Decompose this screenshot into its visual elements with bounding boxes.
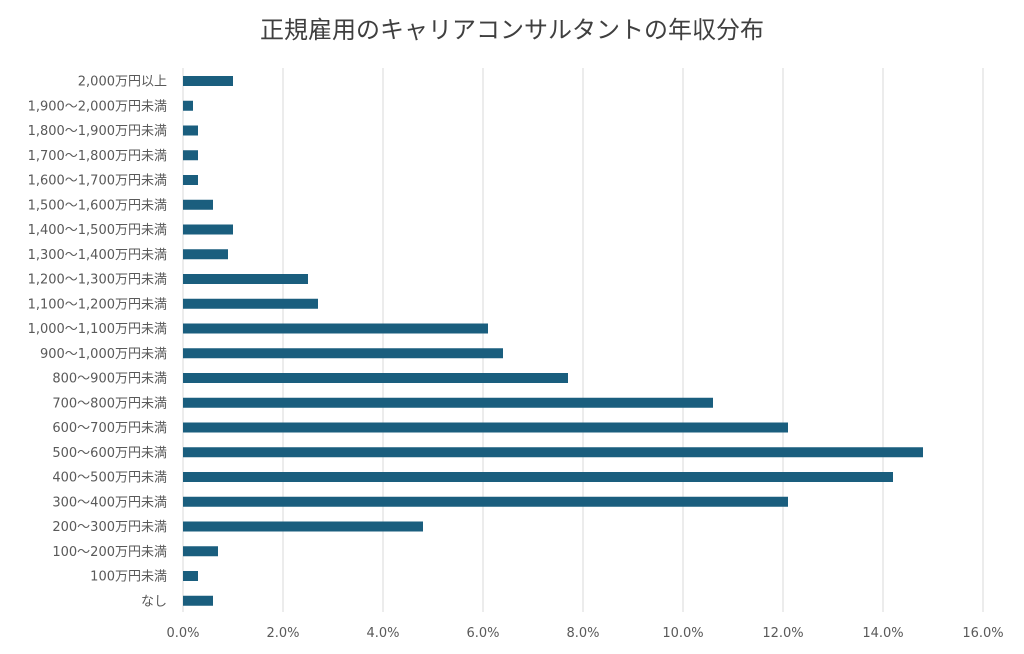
category-label: 1,900〜2,000万円未満	[28, 99, 167, 114]
x-tick-label: 16.0%	[962, 626, 1003, 641]
bar	[183, 125, 198, 136]
category-label: 1,400〜1,500万円未満	[28, 223, 167, 238]
bar	[183, 323, 488, 334]
category-labels: 2,000万円以上 1,900〜2,000万円未満 1,800〜1,900万円未満 1…	[28, 75, 167, 610]
x-tick-label: 6.0%	[466, 626, 499, 641]
bar	[183, 150, 198, 161]
bar	[183, 546, 218, 557]
category-label: 400〜500万円未満	[52, 471, 167, 486]
category-label: 1,800〜1,900万円未満	[28, 124, 167, 139]
x-tick-label: 14.0%	[862, 626, 903, 641]
x-tick-label: 8.0%	[566, 626, 599, 641]
x-tick-label: 10.0%	[662, 626, 703, 641]
bar	[183, 496, 788, 507]
bar	[183, 571, 198, 581]
bar	[183, 224, 233, 235]
x-tick-label: 12.0%	[762, 626, 803, 641]
x-tick-label: 2.0%	[266, 626, 299, 641]
category-label: 2,000万円以上	[78, 75, 167, 90]
grid-layer	[182, 68, 984, 612]
category-label: 700〜800万円未満	[52, 396, 167, 411]
bar	[183, 373, 568, 383]
bar	[183, 100, 193, 111]
category-label: 1,000〜1,100万円未満	[28, 322, 167, 337]
category-label: 100万円未満	[90, 570, 167, 585]
category-label: 1,500〜1,600万円未満	[28, 198, 167, 213]
bar	[183, 348, 503, 359]
bar	[183, 175, 198, 185]
category-label: 1,600〜1,700万円未満	[28, 174, 167, 189]
bar	[183, 199, 213, 210]
category-label: 200〜300万円未満	[52, 520, 167, 535]
category-label: 600〜700万円未満	[52, 421, 167, 436]
category-label: 1,700〜1,800万円未満	[28, 149, 167, 164]
category-label: 500〜600万円未満	[52, 446, 167, 461]
bar	[183, 274, 308, 284]
bar	[183, 447, 923, 458]
chart-title: 正規雇用のキャリアコンサルタントの年収分布	[260, 16, 764, 44]
category-label: 1,300〜1,400万円未満	[28, 248, 167, 263]
bar	[183, 422, 788, 433]
category-label: なし	[141, 594, 167, 609]
bar-layer	[183, 76, 923, 606]
bar	[183, 298, 318, 309]
x-tick-label: 0.0%	[166, 626, 199, 641]
bar	[183, 595, 213, 606]
category-label: 300〜400万円未満	[52, 495, 167, 510]
bar	[183, 397, 713, 408]
category-label: 1,200〜1,300万円未満	[28, 273, 167, 288]
category-label: 1,100〜1,200万円未満	[28, 297, 167, 312]
x-tick-label: 4.0%	[366, 626, 399, 641]
bar	[183, 472, 893, 482]
bar	[183, 249, 228, 260]
bar	[183, 521, 423, 532]
x-tick-labels: 0.0% 2.0% 4.0% 6.0% 8.0% 10.0% 12.0% 14.0% 16.0%	[166, 626, 1003, 641]
category-label: 800〜900万円未満	[52, 372, 167, 387]
bar	[183, 76, 233, 86]
category-label: 900〜1,000万円未満	[40, 347, 167, 362]
category-label: 100〜200万円未満	[52, 545, 167, 560]
